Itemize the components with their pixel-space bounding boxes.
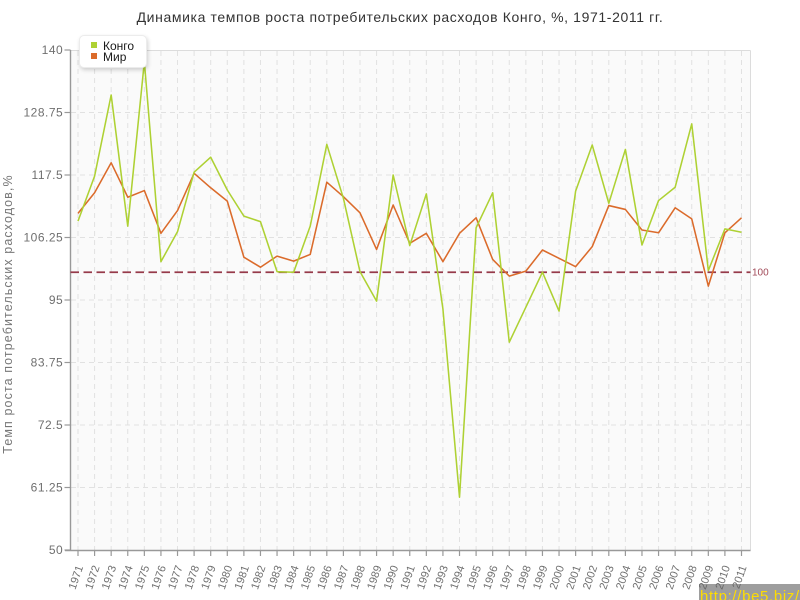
svg-text:Темп роста потребительских рас: Темп роста потребительских расходов,% bbox=[1, 174, 15, 453]
svg-text:140: 140 bbox=[42, 43, 64, 57]
svg-text:117.5: 117.5 bbox=[32, 168, 64, 182]
svg-text:100: 100 bbox=[752, 268, 769, 279]
svg-text:83.75: 83.75 bbox=[31, 356, 64, 370]
svg-text:61.25: 61.25 bbox=[31, 481, 64, 495]
svg-text:50: 50 bbox=[49, 543, 63, 557]
svg-text:128.75: 128.75 bbox=[23, 106, 63, 120]
svg-text:95: 95 bbox=[49, 293, 63, 307]
svg-text:106.25: 106.25 bbox=[23, 231, 63, 245]
svg-text:72.5: 72.5 bbox=[38, 418, 63, 432]
